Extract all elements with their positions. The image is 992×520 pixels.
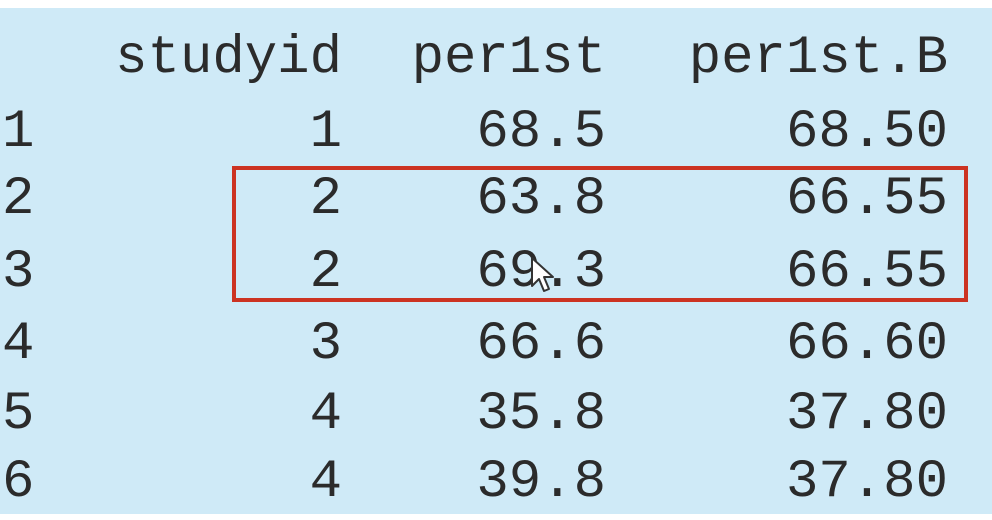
cell-studyid: 3 — [309, 314, 342, 375]
mouse-pointer-icon — [531, 257, 554, 292]
cell-per1st-b: 66.60 — [785, 314, 948, 375]
row-index: 2 — [2, 169, 35, 230]
cell-per1st-b: 37.80 — [785, 452, 948, 513]
cell-per1st-b: 37.80 — [785, 384, 948, 445]
cell-per1st: 63.8 — [476, 169, 606, 230]
cell-per1st: 35.8 — [476, 384, 606, 445]
row-index: 5 — [2, 384, 35, 445]
row-index: 4 — [2, 314, 35, 375]
cell-studyid: 4 — [309, 452, 342, 513]
cell-studyid: 2 — [309, 169, 342, 230]
cell-per1st-b: 66.55 — [785, 169, 948, 230]
cell-studyid: 1 — [309, 102, 342, 163]
cell-per1st-b: 68.50 — [785, 102, 948, 163]
cell-studyid: 2 — [309, 242, 342, 303]
column-header-per1st: per1st — [411, 28, 606, 89]
row-index: 3 — [2, 242, 35, 303]
highlight-box — [232, 166, 968, 302]
column-header-studyid: studyid — [115, 28, 342, 89]
row-index: 6 — [2, 452, 35, 513]
cell-per1st-b: 66.55 — [785, 242, 948, 303]
cell-studyid: 4 — [309, 384, 342, 445]
column-header-per1st-b: per1st.B — [688, 28, 948, 89]
row-index: 1 — [2, 102, 35, 163]
cell-per1st: 66.6 — [476, 314, 606, 375]
cell-per1st: 39.8 — [476, 452, 606, 513]
cell-per1st: 68.5 — [476, 102, 606, 163]
